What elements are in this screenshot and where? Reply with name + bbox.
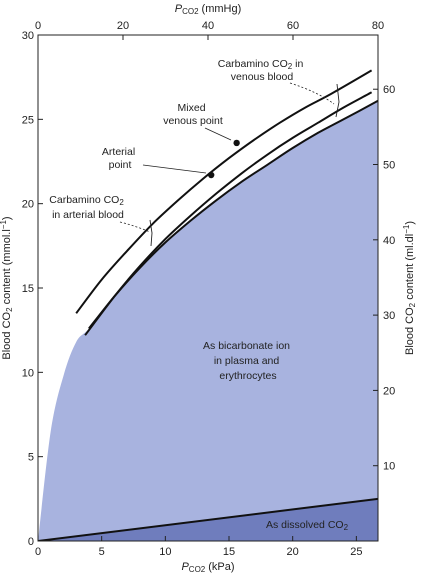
left-tick-label: 0 (28, 536, 34, 548)
top-tick-label: 80 (372, 20, 384, 32)
left-tick-label: 25 (22, 114, 34, 126)
right-axis-title: Blood CO2 content (ml.dl−1) (402, 221, 417, 355)
dissolved-co2-line (38, 497, 378, 541)
bottom-tick-label: 15 (223, 546, 235, 558)
left-tick-label: 10 (22, 367, 34, 379)
top-tick-label: 0 (35, 20, 41, 32)
carbamino-arterial-label: Carbamino CO2 in arterial blood (49, 194, 126, 221)
bottom-tick-label: 25 (350, 546, 362, 558)
right-tick-label: 10 (383, 461, 395, 473)
arterial-pointer (142, 164, 207, 174)
carbamino-arterial-bracket (149, 219, 153, 247)
arterial-blood-curve (84, 91, 373, 336)
top-tick-label: 40 (202, 20, 214, 32)
left-tick-label: 15 (22, 283, 34, 295)
left-tick-label: 20 (22, 199, 34, 211)
right-tick-label: 60 (383, 84, 395, 96)
right-tick-label: 20 (383, 385, 395, 397)
mixed-venous-label: Mixed venous point (163, 102, 223, 127)
top-axis-title: PCO2 (mmHg) (175, 3, 242, 16)
bottom-tick-label: 10 (159, 546, 171, 558)
right-tick-label: 50 (383, 160, 395, 172)
mixed-venous-pointer (204, 127, 232, 141)
left-axis-title: Blood CO2 content (mmol.l−1) (0, 216, 14, 359)
carbamino-venous-label: Carbamino CO2 in venous blood (218, 58, 307, 83)
carbamino-venous-pointer (289, 82, 335, 105)
right-tick-label: 40 (383, 235, 395, 247)
left-tick-label: 5 (28, 452, 34, 464)
venous-blood-curve (75, 69, 373, 314)
right-tick-label: 30 (383, 310, 395, 322)
top-tick-label: 20 (117, 20, 129, 32)
bottom-tick-label: 20 (287, 546, 299, 558)
carbamino-venous-bracket (335, 83, 340, 118)
arterial-label: Arterial point (102, 146, 138, 171)
bottom-tick-label: 0 (35, 546, 41, 558)
left-tick-label: 30 (22, 30, 34, 42)
lower-content-curve (88, 99, 378, 330)
dissolved-label: As dissolved CO2 (266, 519, 349, 532)
total-co2-area (38, 100, 378, 541)
mixed-venous-point-marker (233, 139, 240, 147)
top-tick-label: 60 (287, 20, 299, 32)
carbamino-arterial-pointer (119, 221, 151, 233)
bottom-tick-label: 5 (99, 546, 105, 558)
arterial-point-marker (207, 171, 215, 179)
bicarbonate-label: As bicarbonate ion in plasma and erythro… (203, 340, 293, 382)
bottom-axis-title: PCO2 (kPa) (181, 561, 234, 574)
